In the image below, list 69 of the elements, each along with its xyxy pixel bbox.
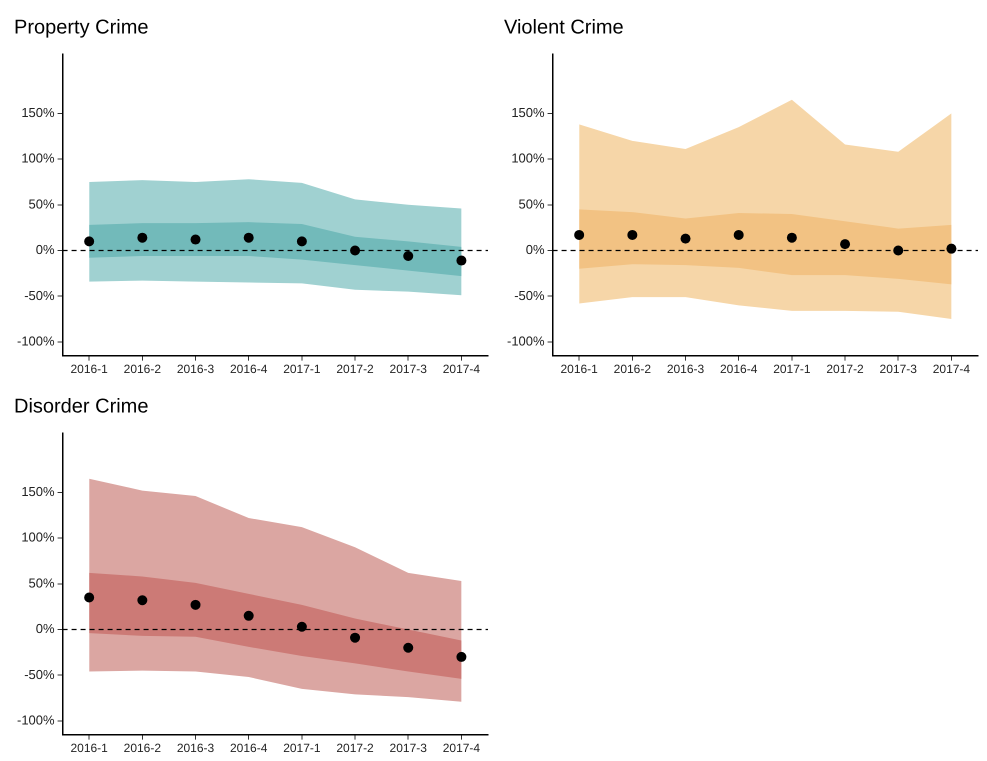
point: [840, 239, 850, 250]
point: [403, 250, 414, 261]
point: [296, 622, 307, 632]
point: [786, 232, 797, 243]
point: [680, 234, 691, 244]
y-tick-label: 50%: [518, 196, 546, 212]
point: [137, 595, 148, 606]
x-tick-label: 2016-4: [230, 741, 268, 756]
x-tick-label: 2016-3: [176, 362, 215, 376]
point: [190, 234, 201, 245]
y-tick-label: -100%: [17, 712, 56, 728]
x-tick-label: 2016-4: [720, 362, 758, 376]
point: [574, 230, 584, 240]
y-tick-label: -50%: [24, 666, 56, 682]
x-tick-label: 2016-3: [176, 741, 215, 756]
x-tick-label: 2017-1: [773, 362, 811, 376]
point: [734, 230, 744, 240]
point: [456, 256, 466, 266]
point: [403, 642, 414, 653]
point: [137, 232, 148, 243]
point: [84, 592, 94, 603]
point: [296, 236, 307, 246]
chart-title: Disorder Crime: [14, 396, 148, 418]
y-tick-label: -100%: [17, 333, 56, 348]
y-tick-label: 150%: [21, 484, 56, 499]
point: [244, 610, 254, 621]
x-tick-label: 2016-4: [230, 362, 268, 376]
y-tick-label: 100%: [21, 150, 56, 166]
point: [350, 245, 360, 256]
y-tick-label: 50%: [28, 196, 56, 212]
x-tick-label: 2017-2: [826, 362, 864, 376]
y-tick-label: 0%: [526, 242, 546, 258]
point: [244, 232, 254, 243]
x-tick-label: 2017-4: [442, 362, 480, 376]
x-tick-label: 2016-1: [560, 362, 598, 376]
x-tick-label: 2017-4: [442, 741, 480, 756]
y-tick-label: -50%: [514, 288, 546, 303]
point: [84, 236, 94, 246]
x-tick-label: 2017-3: [880, 362, 918, 376]
point: [893, 245, 904, 256]
x-tick-label: 2017-1: [283, 741, 321, 756]
y-tick-label: -100%: [507, 333, 546, 348]
point: [350, 632, 360, 643]
x-tick-label: 2016-3: [666, 362, 705, 376]
y-tick-label: -50%: [24, 288, 56, 303]
y-tick-label: 50%: [28, 575, 56, 590]
x-tick-label: 2016-1: [70, 741, 108, 756]
y-tick-label: 0%: [36, 621, 56, 636]
y-tick-label: 0%: [36, 242, 56, 258]
x-tick-label: 2016-2: [124, 741, 162, 756]
x-tick-label: 2017-3: [390, 741, 428, 756]
chart-title: Property Crime: [14, 16, 148, 39]
point: [627, 230, 638, 240]
y-tick-label: 150%: [511, 104, 546, 120]
y-tick-label: 150%: [21, 104, 56, 120]
y-tick-label: 100%: [21, 530, 56, 545]
chart-title: Violent Crime: [504, 16, 624, 39]
x-tick-label: 2017-2: [336, 741, 374, 756]
point: [456, 652, 466, 662]
y-tick-label: 100%: [511, 150, 546, 166]
x-tick-label: 2016-2: [124, 362, 162, 376]
x-tick-label: 2016-1: [70, 362, 108, 376]
x-tick-label: 2016-2: [614, 362, 652, 376]
x-tick-label: 2017-1: [283, 362, 321, 376]
x-tick-label: 2017-2: [336, 362, 374, 376]
point: [190, 600, 201, 610]
point: [946, 244, 956, 254]
x-tick-label: 2017-3: [390, 362, 428, 376]
x-tick-label: 2017-4: [932, 362, 970, 376]
